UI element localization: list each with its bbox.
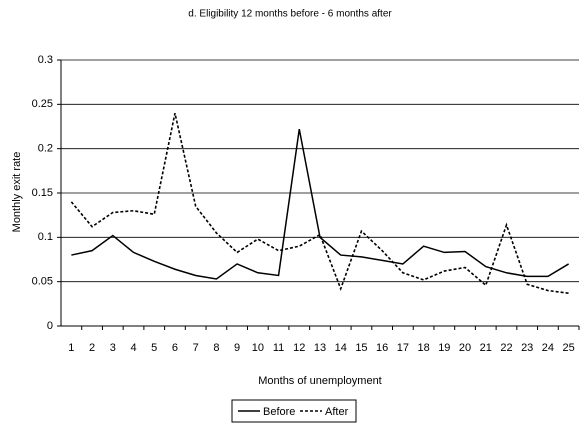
y-tick-label: 0.1 [38, 231, 53, 243]
x-axis-label: Months of unemployment [258, 375, 382, 387]
chart-title: d. Eligibility 12 months before - 6 mont… [188, 9, 392, 20]
x-tick-label: 13 [314, 342, 326, 354]
series-line [70, 113, 569, 294]
y-tick-label: 0 [47, 320, 53, 332]
legend-label: After [325, 406, 349, 418]
x-tick-label: 19 [438, 342, 450, 354]
x-tick-label: 17 [397, 342, 409, 354]
x-tick-label: 18 [417, 342, 429, 354]
x-tick-label: 6 [172, 342, 178, 354]
legend-label: Before [263, 406, 295, 418]
x-tick-label: 21 [480, 342, 492, 354]
x-tick-label: 25 [563, 342, 575, 354]
x-tick-label: 20 [459, 342, 471, 354]
y-tick-label: 0.05 [32, 276, 53, 288]
x-tick-label: 12 [293, 342, 305, 354]
x-tick-label: 3 [110, 342, 116, 354]
x-tick-label: 1 [68, 342, 74, 354]
y-axis-label: Monthly exit rate [11, 152, 23, 233]
x-tick-label: 9 [234, 342, 240, 354]
x-tick-label: 8 [213, 342, 219, 354]
y-tick-label: 0.3 [38, 54, 53, 66]
x-tick-label: 14 [335, 342, 347, 354]
y-tick-label: 0.2 [38, 143, 53, 155]
series-line [71, 129, 570, 280]
x-tick-label: 5 [151, 342, 157, 354]
y-tick-label: 0.15 [32, 187, 53, 199]
x-tick-label: 10 [252, 342, 264, 354]
x-tick-label: 11 [273, 342, 284, 354]
x-tick-label: 24 [542, 342, 554, 354]
x-tick-label: 15 [355, 342, 367, 354]
x-tick-label: 2 [89, 342, 95, 354]
legend-box [231, 399, 357, 423]
x-tick-label: 7 [193, 342, 199, 354]
x-tick-label: 22 [500, 342, 512, 354]
x-tick-label: 23 [521, 342, 533, 354]
y-tick-label: 0.25 [32, 98, 53, 110]
x-tick-label: 4 [130, 342, 136, 354]
x-tick-label: 16 [376, 342, 388, 354]
